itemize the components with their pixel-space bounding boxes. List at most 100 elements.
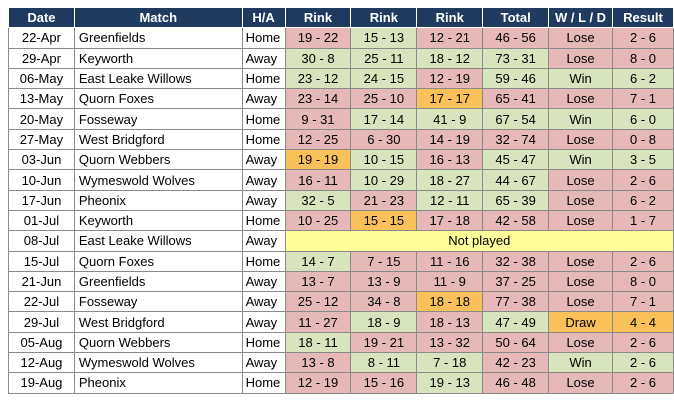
cell-total: 77 - 38: [482, 291, 550, 313]
header-date: Date: [8, 6, 75, 29]
cell-wld: Win: [548, 67, 614, 90]
cell-rink-1: 9 - 31: [284, 108, 352, 130]
cell-rink-2: 13 - 9: [350, 270, 418, 293]
cell-match: Pheonix: [73, 189, 243, 211]
cell-date: 05-Aug: [8, 331, 75, 354]
cell-rink-3: 14 - 19: [416, 128, 484, 151]
cell-result: 2 - 6: [612, 250, 674, 272]
table-row: 20-May Fosseway Home 9 - 31 17 - 14 41 - 9 67 …: [8, 108, 674, 130]
cell-match: East Leake Willows: [73, 67, 243, 90]
cell-rink-2: 17 - 14: [350, 108, 418, 130]
table-row: 27-May West Bridgford Home 12 - 25 6 - 30 14 …: [8, 128, 674, 151]
cell-home-away: Away: [241, 189, 286, 211]
table-row: 29-Apr Keyworth Away 30 - 8 25 - 11 18 - 12 73…: [8, 47, 674, 69]
cell-date: 19-Aug: [8, 372, 75, 394]
cell-wld: Win: [548, 108, 614, 130]
cell-result: 1 - 7: [612, 209, 674, 232]
cell-result: 2 - 6: [612, 352, 674, 374]
header-match: Match: [73, 6, 243, 29]
cell-home-away: Away: [241, 311, 286, 333]
cell-rink-3: 12 - 21: [416, 27, 484, 49]
cell-rink-3: 18 - 12: [416, 47, 484, 69]
cell-match: Keyworth: [73, 47, 243, 69]
cell-date: 21-Jun: [8, 270, 75, 293]
cell-wld: Lose: [548, 189, 614, 211]
cell-match: West Bridgford: [73, 311, 243, 333]
cell-rink-3: 7 - 18: [416, 352, 484, 374]
cell-home-away: Away: [241, 149, 286, 171]
cell-rink-2: 21 - 23: [350, 189, 418, 211]
cell-result: 2 - 6: [612, 169, 674, 191]
cell-home-away: Home: [241, 67, 286, 90]
table-row: 01-Jul Keyworth Home 10 - 25 15 - 15 17 - 18 4…: [8, 209, 674, 232]
cell-total: 44 - 67: [482, 169, 550, 191]
cell-total: 73 - 31: [482, 47, 550, 69]
table-row: 05-Aug Quorn Webbers Home 18 - 11 19 - 21 13 …: [8, 331, 674, 354]
cell-result: 0 - 8: [612, 128, 674, 151]
cell-wld: Draw: [548, 311, 614, 333]
cell-wld: Lose: [548, 209, 614, 232]
cell-date: 03-Jun: [8, 149, 75, 171]
cell-wld: Lose: [548, 128, 614, 151]
cell-rink-3: 12 - 19: [416, 67, 484, 90]
cell-result: 6 - 2: [612, 67, 674, 90]
cell-rink-1: 19 - 22: [284, 27, 352, 49]
header-rink-3: Rink: [416, 6, 484, 29]
cell-wld: Lose: [548, 27, 614, 49]
cell-result: 7 - 1: [612, 88, 674, 110]
cell-date: 22-Jul: [8, 291, 75, 313]
cell-rink-3: 18 - 18: [416, 291, 484, 313]
cell-home-away: Away: [241, 291, 286, 313]
cell-rink-1: 10 - 25: [284, 209, 352, 232]
cell-date: 13-May: [8, 88, 75, 110]
cell-rink-2: 19 - 21: [350, 331, 418, 354]
cell-home-away: Home: [241, 250, 286, 272]
cell-rink-2: 15 - 15: [350, 209, 418, 232]
cell-match: Pheonix: [73, 372, 243, 394]
cell-date: 29-Apr: [8, 47, 75, 69]
cell-total: 32 - 74: [482, 128, 550, 151]
cell-total: 42 - 58: [482, 209, 550, 232]
cell-wld: Lose: [548, 169, 614, 191]
cell-rink-3: 13 - 32: [416, 331, 484, 354]
cell-rink-2: 24 - 15: [350, 67, 418, 90]
table-row: 06-May East Leake Willows Home 23 - 12 24 - …: [8, 67, 674, 90]
cell-rink-1: 14 - 7: [284, 250, 352, 272]
cell-rink-2: 25 - 10: [350, 88, 418, 110]
cell-wld: Lose: [548, 270, 614, 293]
cell-rink-1: 13 - 7: [284, 270, 352, 293]
cell-wld: Win: [548, 352, 614, 374]
cell-match: Quorn Webbers: [73, 149, 243, 171]
cell-total: 37 - 25: [482, 270, 550, 293]
cell-rink-3: 11 - 16: [416, 250, 484, 272]
cell-rink-2: 18 - 9: [350, 311, 418, 333]
cell-date: 10-Jun: [8, 169, 75, 191]
cell-rink-1: 12 - 25: [284, 128, 352, 151]
cell-rink-3: 12 - 11: [416, 189, 484, 211]
cell-wld: Lose: [548, 291, 614, 313]
cell-total: 46 - 56: [482, 27, 550, 49]
cell-total: 59 - 46: [482, 67, 550, 90]
cell-rink-1: 23 - 12: [284, 67, 352, 90]
cell-total: 42 - 23: [482, 352, 550, 374]
cell-wld: Lose: [548, 331, 614, 354]
table-row: 22-Apr Greenfields Home 19 - 22 15 - 13 12 - …: [8, 27, 674, 49]
cell-match: Greenfields: [73, 270, 243, 293]
cell-result: 8 - 0: [612, 47, 674, 69]
cell-result: 6 - 2: [612, 189, 674, 211]
cell-total: 32 - 38: [482, 250, 550, 272]
cell-result: 4 - 4: [612, 311, 674, 333]
cell-rink-1: 19 - 19: [284, 149, 352, 171]
table-row: 29-Jul West Bridgford Away 11 - 27 18 - 9 18 …: [8, 311, 674, 333]
cell-result: 2 - 6: [612, 372, 674, 394]
cell-date: 08-Jul: [8, 230, 75, 252]
cell-rink-1: 25 - 12: [284, 291, 352, 313]
cell-rink-3: 11 - 9: [416, 270, 484, 293]
table-body: 22-Apr Greenfields Home 19 - 22 15 - 13 12 - …: [8, 27, 674, 394]
header-rink-2: Rink: [350, 6, 418, 29]
header-result: Result: [612, 6, 674, 29]
cell-rink-2: 7 - 15: [350, 250, 418, 272]
cell-total: 65 - 39: [482, 189, 550, 211]
